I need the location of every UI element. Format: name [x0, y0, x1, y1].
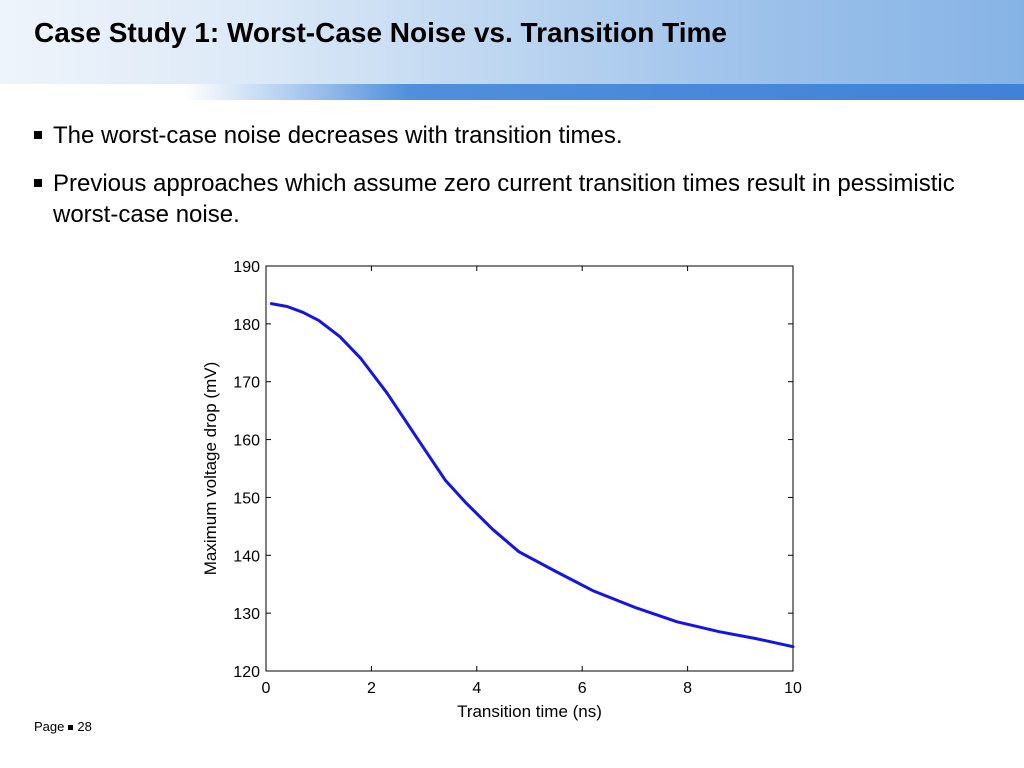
plot-frame: [265, 265, 794, 672]
y-tick-label: 180: [233, 317, 260, 334]
footer-separator-icon: [68, 725, 74, 731]
square-bullet-icon: [34, 131, 42, 139]
y-tick-label: 170: [233, 375, 260, 392]
bullet-text: Previous approaches which assume zero cu…: [53, 170, 955, 228]
square-bullet-icon: [34, 179, 42, 187]
y-tick-label: 160: [233, 433, 260, 450]
page-number: 28: [77, 719, 92, 734]
y-axis-label: Maximum voltage drop (mV): [201, 362, 220, 576]
y-tick-label: 140: [233, 548, 260, 565]
voltage-drop-chart: 0 2 4 6 8 10 120 130 140 150 160 170 180 190 Transitio…: [201, 259, 802, 721]
bullet-item: The worst-case noise decreases with tran…: [34, 120, 994, 151]
title-accent-stripe: [0, 84, 1024, 100]
bullet-list: The worst-case noise decreases with tran…: [34, 120, 994, 247]
x-axis-label: Transition time (ns): [457, 702, 602, 721]
bullet-item: Previous approaches which assume zero cu…: [34, 168, 994, 230]
page-label: Page: [34, 719, 65, 734]
x-tick-label: 10: [784, 680, 802, 697]
y-tick-label: 120: [233, 664, 260, 681]
x-tick-label: 6: [578, 680, 587, 697]
series-line: [269, 302, 795, 649]
page-footer: Page 28: [34, 719, 92, 734]
bullet-text: The worst-case noise decreases with tran…: [53, 122, 623, 149]
y-tick-label: 190: [233, 259, 260, 276]
y-tick-label: 130: [233, 606, 260, 623]
x-tick-label: 4: [472, 680, 481, 697]
slide-title: Case Study 1: Worst-Case Noise vs. Trans…: [34, 17, 727, 48]
x-tick-label: 0: [262, 680, 271, 697]
y-tick-label: 150: [233, 490, 260, 507]
title-bar: Case Study 1: Worst-Case Noise vs. Trans…: [0, 0, 1024, 84]
x-tick-label: 2: [367, 680, 376, 697]
x-tick-label: 8: [683, 680, 692, 697]
